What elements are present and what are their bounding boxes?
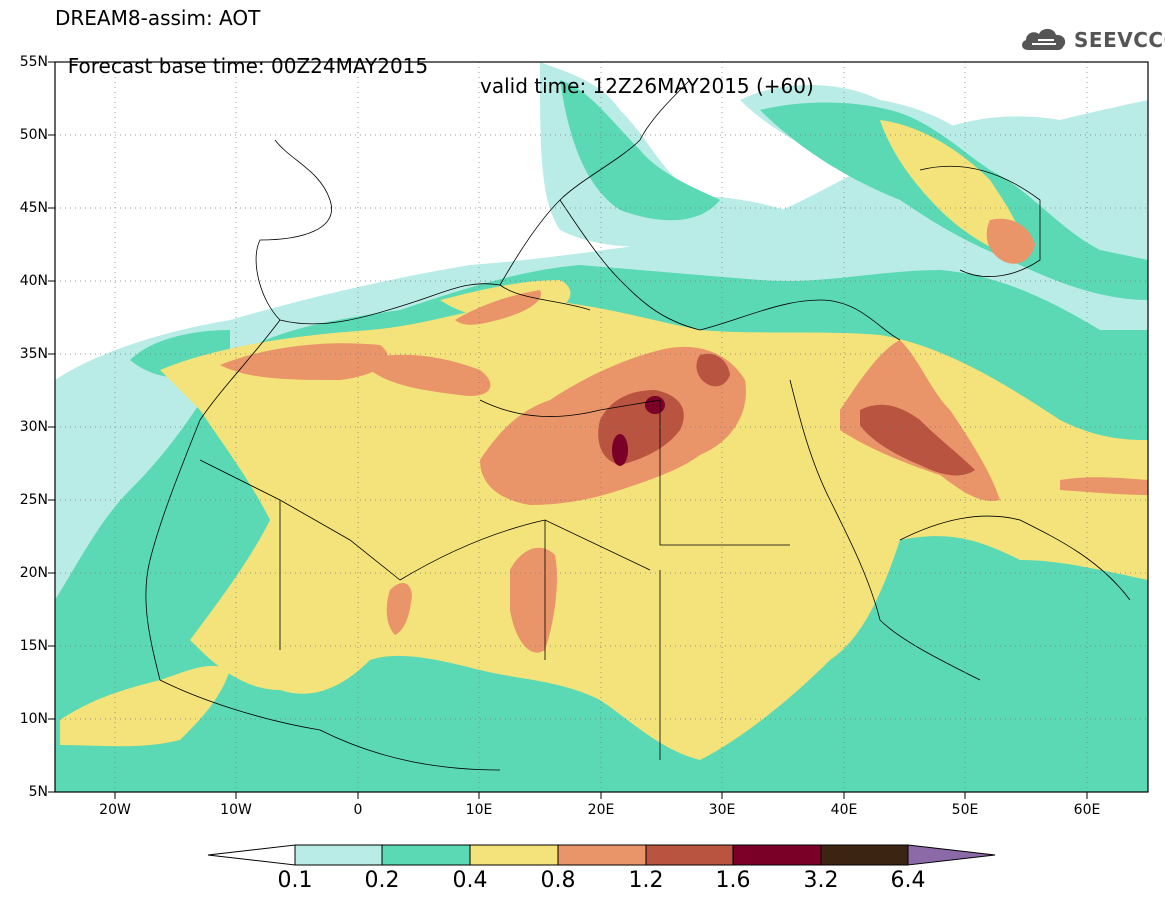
lat-label: 20N [19, 565, 48, 581]
lat-label: 5N [28, 784, 48, 800]
lon-label: 0 [353, 802, 363, 818]
lat-label: 30N [19, 419, 48, 435]
colorbar-segment-above [907, 844, 996, 866]
lat-label: 15N [19, 638, 48, 654]
colorbar [207, 844, 996, 866]
lon-label: 10E [465, 802, 493, 818]
lon-label: 10W [220, 802, 252, 818]
colorbar-segment-6 [820, 844, 909, 866]
colorbar-segment-0 [294, 844, 383, 866]
lat-label: 50N [19, 127, 48, 143]
colorbar-label: 1.2 [628, 868, 664, 893]
colorbar-segment-1 [381, 844, 471, 866]
lat-label: 40N [19, 273, 48, 289]
grid-lines [55, 62, 1148, 792]
aot-shading [55, 62, 1148, 792]
lat-label: 10N [19, 711, 48, 727]
lat-label: 45N [19, 200, 48, 216]
coastlines [145, 79, 1131, 771]
colorbar-segment-4 [645, 844, 734, 866]
map-subtitle: Forecast base time: 00Z24MAY2015 valid t… [55, 36, 814, 96]
lon-label: 20W [99, 802, 131, 818]
lon-label: 30E [708, 802, 736, 818]
colorbar-label: 0.4 [452, 868, 488, 893]
lat-label: 55N [19, 54, 48, 70]
logo-text: SEEVCCC [1074, 28, 1165, 52]
colorbar-label: 1.6 [715, 868, 751, 893]
forecast-base-time: Forecast base time: 00Z24MAY2015 [67, 54, 429, 78]
colorbar-label: 0.2 [364, 868, 400, 893]
lon-label: 50E [951, 802, 979, 818]
colorbar-label: 0.1 [277, 868, 313, 893]
colorbar-label: 3.2 [803, 868, 839, 893]
colorbar-segment-3 [557, 844, 647, 866]
cloud-logo-icon [1022, 28, 1066, 50]
lat-label: 25N [19, 492, 48, 508]
lon-label: 40E [830, 802, 858, 818]
colorbar-segment-5 [732, 844, 822, 866]
valid-time: valid time: 12Z26MAY2015 (+60) [480, 74, 814, 98]
colorbar-segment-below [207, 844, 296, 866]
lat-label: 35N [19, 346, 48, 362]
colorbar-segment-2 [469, 844, 559, 866]
lon-label: 20E [587, 802, 615, 818]
lon-label: 60E [1073, 802, 1101, 818]
seevccc-logo: SEEVCCC [1018, 24, 1165, 58]
colorbar-label: 6.4 [890, 868, 926, 893]
colorbar-label: 0.8 [540, 868, 576, 893]
axis-ticks [48, 61, 1088, 799]
map-title: DREAM8-assim: AOT [55, 6, 261, 30]
